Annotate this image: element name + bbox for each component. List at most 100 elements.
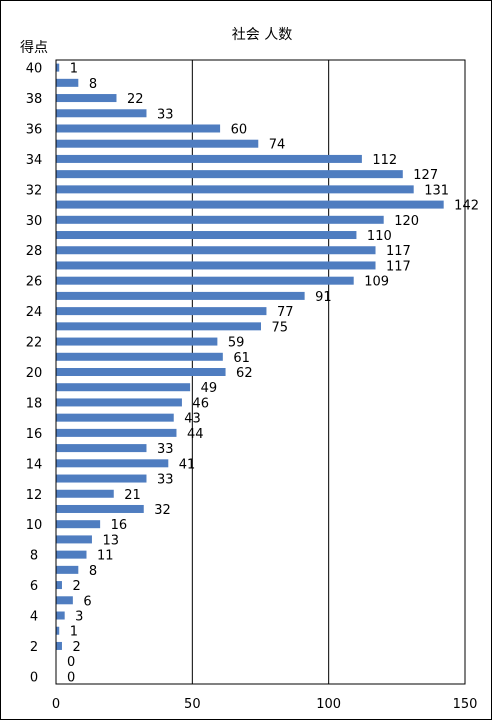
bar-value-label: 41 [179, 457, 196, 472]
y-tick-label: 38 [26, 92, 43, 107]
bar-value-label: 8 [89, 77, 97, 92]
bar-value-label: 109 [364, 275, 389, 290]
bar-value-label: 59 [228, 336, 245, 351]
y-tick-label: 22 [26, 336, 43, 351]
bar [56, 611, 65, 620]
y-tick-label: 10 [26, 518, 43, 533]
bar [56, 261, 376, 270]
bar [56, 231, 357, 240]
bar-value-label: 33 [157, 442, 174, 457]
bar [56, 428, 177, 437]
bar-value-label: 13 [102, 533, 119, 548]
bar [56, 322, 261, 331]
chart-title: 社会 人数 [232, 27, 292, 43]
x-tick-label: 100 [316, 697, 341, 712]
y-tick-label: 0 [30, 670, 38, 685]
bar-value-label: 117 [386, 259, 411, 274]
bar-value-label: 22 [127, 92, 144, 107]
y-tick-label: 20 [26, 366, 43, 381]
bar-value-label: 62 [236, 366, 253, 381]
bar-value-label: 61 [233, 351, 250, 366]
bar-value-label: 1 [70, 62, 78, 77]
bar [56, 139, 259, 148]
bar-value-label: 131 [424, 183, 449, 198]
bar-value-label: 44 [187, 427, 204, 442]
bar [56, 489, 114, 498]
bar [56, 520, 101, 529]
y-tick-label: 6 [30, 579, 38, 594]
bar-value-label: 49 [201, 381, 218, 396]
bar-value-label: 11 [97, 549, 114, 564]
y-tick-label: 34 [26, 153, 43, 168]
bar [56, 170, 403, 179]
bar [56, 124, 221, 133]
bar [56, 276, 354, 285]
bar-value-label: 33 [157, 107, 174, 122]
bar [56, 383, 191, 392]
bar-value-label: 1 [70, 625, 78, 640]
bar [56, 215, 384, 224]
bar-value-label: 110 [367, 229, 392, 244]
bar-value-label: 2 [72, 640, 80, 655]
bar-value-label: 60 [231, 122, 248, 137]
bar [56, 291, 305, 300]
bar [56, 78, 79, 87]
y-tick-label: 18 [26, 396, 43, 411]
bar-value-label: 74 [269, 138, 286, 153]
bar-value-label: 142 [454, 199, 479, 214]
bar-value-label: 120 [394, 214, 419, 229]
bar-value-label: 0 [67, 655, 75, 670]
y-axis-label: 得点 [20, 39, 48, 56]
bar [56, 413, 174, 422]
bar [56, 504, 144, 513]
x-tick-label: 50 [184, 697, 201, 712]
bar [56, 368, 226, 376]
bar [56, 94, 117, 103]
bar-value-label: 91 [315, 290, 332, 305]
y-tick-label: 4 [30, 610, 38, 625]
bar-value-label: 127 [413, 168, 438, 183]
y-tick-label: 16 [26, 427, 43, 442]
bar [56, 641, 62, 650]
bar [56, 398, 182, 407]
bar-value-label: 8 [89, 564, 97, 579]
bar [56, 459, 169, 468]
bar-value-label: 77 [277, 305, 294, 320]
bar [56, 63, 60, 72]
bar [56, 307, 267, 316]
bar [56, 565, 79, 574]
bar [56, 246, 376, 255]
y-tick-label: 30 [26, 214, 43, 229]
bar [56, 444, 147, 453]
bar [56, 154, 362, 163]
bar-value-label: 21 [124, 488, 141, 503]
bar-value-label: 112 [372, 153, 397, 168]
bar-value-label: 2 [72, 579, 80, 594]
bar [56, 352, 223, 361]
bar-value-label: 0 [67, 670, 75, 685]
x-tick-label: 150 [453, 697, 478, 712]
bar [56, 550, 87, 559]
y-tick-label: 2 [30, 640, 38, 655]
bar-value-label: 46 [192, 396, 209, 411]
y-tick-label: 32 [26, 183, 43, 198]
bar [56, 185, 414, 194]
bar [56, 596, 73, 605]
bar [56, 337, 218, 346]
y-tick-label: 8 [30, 549, 38, 564]
bar-value-label: 75 [272, 320, 289, 335]
bar-value-label: 6 [83, 594, 91, 609]
y-tick-label: 26 [26, 275, 43, 290]
bar [56, 581, 62, 590]
bar [56, 626, 60, 635]
y-tick-label: 24 [26, 305, 43, 320]
y-tick-label: 28 [26, 244, 43, 259]
bar [56, 200, 444, 209]
y-tick-label: 40 [26, 62, 43, 77]
bar [56, 109, 147, 118]
y-tick-label: 12 [26, 488, 43, 503]
bar-value-label: 32 [154, 503, 171, 518]
y-tick-label: 36 [26, 122, 43, 137]
bar-value-label: 43 [184, 412, 201, 427]
